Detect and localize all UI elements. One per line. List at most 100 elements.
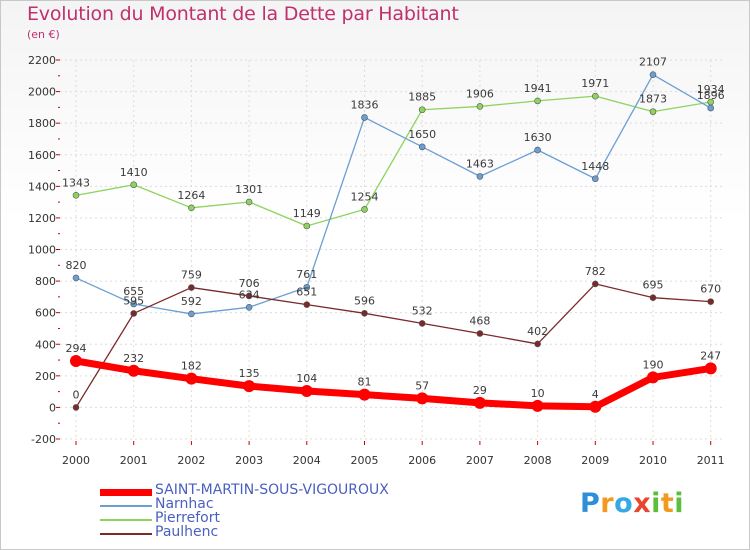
data-point [358,388,371,401]
data-point [534,340,541,348]
data-label: 596 [354,294,375,307]
legend-label: Paulhenc [155,524,219,540]
data-label: 1941 [524,82,552,95]
data-label: 532 [412,304,433,317]
data-point [127,364,140,377]
data-label: 595 [123,294,144,307]
data-point [649,71,657,78]
data-point [130,181,137,189]
y-tick-label: 0 [49,401,56,414]
data-label: 468 [469,315,490,328]
data-point [591,280,599,288]
legend-item: Narnhac [100,496,430,514]
data-label: 182 [181,360,202,373]
legend-swatch [100,488,152,496]
data-label: 247 [700,349,721,362]
data-label: 1934 [697,83,725,96]
grid-group [60,59,724,440]
data-label: 10 [531,387,545,400]
data-label: 1149 [293,207,321,220]
data-label: 57 [415,379,429,392]
data-label: 2107 [639,56,667,69]
x-tick-label: 2008 [524,454,552,467]
y-tick-label: 600 [35,307,56,320]
data-point [591,92,599,100]
data-point [300,384,313,397]
legend-label: Narnhac [155,496,214,512]
series-pierrefort [72,92,715,230]
data-point [707,298,715,305]
data-point [130,300,137,308]
data-point [72,404,80,411]
data-label: 1410 [120,166,148,179]
legend-swatch [100,505,152,507]
data-label: 135 [239,367,260,380]
series-line [75,95,712,227]
data-label: 1448 [581,160,609,173]
x-tick-label: 2010 [639,454,667,467]
data-label: 232 [123,352,144,365]
data-label: 1254 [351,190,379,203]
data-label: 1836 [351,98,379,111]
data-label: 761 [296,268,317,281]
data-point [418,320,426,327]
data-point [589,400,602,413]
y-tick-label: 1800 [28,117,56,130]
data-label: 670 [700,283,721,296]
y-tick-label: 1200 [28,212,56,225]
legend-swatch [100,519,152,521]
data-point [70,354,82,367]
data-point [591,175,599,183]
data-point [649,108,657,115]
data-label: 29 [473,384,487,397]
unit-label: (en €) [27,28,60,41]
x-tick-label: 2002 [177,454,205,467]
data-label: 759 [181,269,202,282]
x-tick-label: 2001 [120,454,148,467]
data-point [707,104,715,112]
x-tick-label: 2005 [351,454,379,467]
data-point [476,330,484,337]
y-tick-label: 1400 [28,180,56,193]
data-point [188,310,195,318]
x-axis: 2000 2001 2002 2003 2004 2005 2006 2007 2008 2009… [62,441,725,467]
y-axis: -200 0 200 400 600 800 1000 1200 1400 1600 1800 200… [28,54,60,446]
series-saint-martin-sous-vigouroux [70,354,717,413]
y-tick-label: 400 [35,338,56,351]
proxiti-logo: Proxiti [580,488,685,519]
data-point [245,292,253,300]
data-point [649,294,657,301]
data-label: 1264 [177,189,205,202]
data-label: 1896 [697,89,725,102]
chart-title: Evolution du Montant de la Dette par Hab… [27,3,459,25]
data-label: 706 [239,277,260,290]
x-tick-label: 2003 [235,454,263,467]
line-chart: -200 0 200 400 600 800 1000 1200 1400 1600 1800 200… [28,54,725,467]
data-label: 1906 [466,87,494,100]
x-tick-label: 2009 [581,454,609,467]
data-point [476,103,484,110]
data-label: 1301 [235,183,263,196]
x-tick-label: 2006 [408,454,436,467]
data-label: 0 [73,388,80,401]
data-label: 655 [123,285,144,298]
data-point [72,192,80,199]
data-point [185,372,198,385]
x-tick-label: 2004 [293,454,321,467]
legend-swatch [100,533,152,535]
y-tick-label: 1000 [28,244,56,257]
series-narnhac [72,71,715,318]
data-label: 190 [643,358,664,371]
data-label: 1971 [581,77,609,90]
data-label: 1873 [639,93,667,106]
data-label: 81 [358,376,372,389]
data-label: 4 [592,388,599,401]
series-line [72,357,715,411]
x-tick-label: 2011 [697,454,725,467]
data-point [245,303,253,311]
legend-item: SAINT-MARTIN-SOUS-VIGOUROUX [100,482,430,500]
data-label: 651 [296,286,317,299]
data-point [188,204,195,212]
data-point [704,362,717,375]
